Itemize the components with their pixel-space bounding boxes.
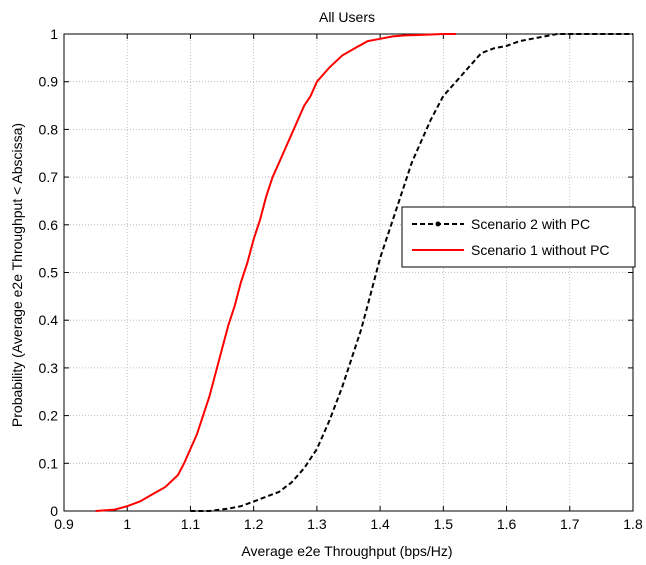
- x-axis-title: Average e2e Throughput (bps/Hz): [241, 543, 452, 559]
- x-tick-label: 0.9: [54, 516, 74, 532]
- y-tick-label: 0.6: [39, 217, 59, 233]
- series-line-2: [95, 33, 456, 512]
- x-tick-label: 1: [123, 516, 131, 532]
- legend-marker: [435, 221, 441, 227]
- series-layer: [95, 33, 633, 512]
- y-tick-label: 0.8: [39, 121, 59, 137]
- legend-label: Scenario 2 with PC: [471, 216, 590, 232]
- y-tick-label: 0.9: [39, 74, 59, 90]
- y-tick-label: 0.7: [39, 169, 59, 185]
- x-tick-label: 1.7: [560, 516, 580, 532]
- chart-title: All Users: [319, 9, 375, 25]
- x-tick-label: 1.4: [370, 516, 390, 532]
- axis-ticks: 0.9 1 1.1 1.2 1.3 1.4 1.5 1.6 1.7 1.8 0 0.1 0.2 0.3 0.…: [39, 26, 643, 532]
- x-tick-label: 1.8: [623, 516, 643, 532]
- series-line-1: [190, 33, 633, 512]
- grid-lines: [63, 33, 634, 512]
- y-tick-label: 0.3: [39, 360, 59, 376]
- x-tick-label: 1.1: [181, 516, 201, 532]
- y-tick-label: 0.2: [39, 408, 59, 424]
- x-tick-label: 1.2: [244, 516, 264, 532]
- legend-label: Scenario 1 without PC: [471, 242, 610, 258]
- y-tick-label: 0.4: [39, 312, 59, 328]
- x-tick-label: 1.3: [307, 516, 327, 532]
- y-tick-label: 0: [50, 503, 58, 519]
- y-tick-label: 0.1: [39, 455, 59, 471]
- y-tick-label: 1: [50, 26, 58, 42]
- x-tick-label: 1.5: [434, 516, 454, 532]
- legend: Scenario 2 with PC Scenario 1 without PC: [401, 206, 636, 268]
- y-axis-title: Probability (Average e2e Throughput < Ab…: [9, 123, 25, 427]
- y-tick-label: 0.5: [39, 265, 59, 281]
- x-tick-label: 1.6: [497, 516, 517, 532]
- legend-box: [401, 206, 636, 268]
